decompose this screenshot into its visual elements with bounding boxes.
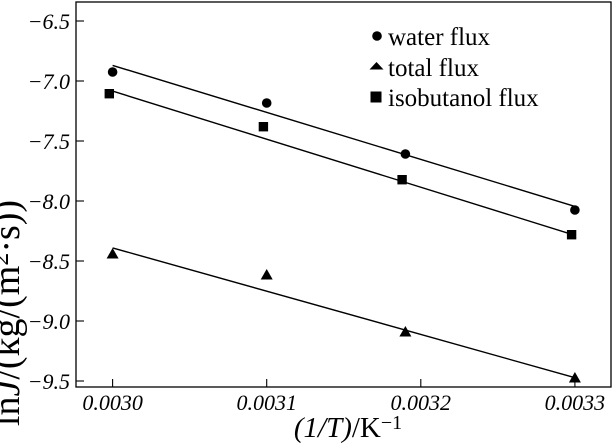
svg-text:−8.0: −8.0 [28,189,70,214]
svg-text:total flux: total flux [388,55,479,82]
svg-text:−6.5: −6.5 [28,9,70,34]
svg-text:lnJ/(kg/(m2·s)): lnJ/(kg/(m2·s)) [0,200,28,426]
svg-text:−9.5: −9.5 [28,369,70,394]
svg-text:−7.0: −7.0 [28,69,70,94]
svg-text:−7.5: −7.5 [28,129,70,154]
svg-text:0.0033: 0.0033 [545,390,606,415]
svg-text:0.0030: 0.0030 [82,390,143,415]
svg-text:−8.5: −8.5 [28,249,70,274]
svg-text:−9.0: −9.0 [28,309,70,334]
svg-text:(1/T)/K−1: (1/T)/K−1 [294,412,402,443]
svg-text:isobutanol flux: isobutanol flux [388,85,539,112]
svg-text:0.0031: 0.0031 [236,390,297,415]
svg-text:water flux: water flux [388,24,491,51]
